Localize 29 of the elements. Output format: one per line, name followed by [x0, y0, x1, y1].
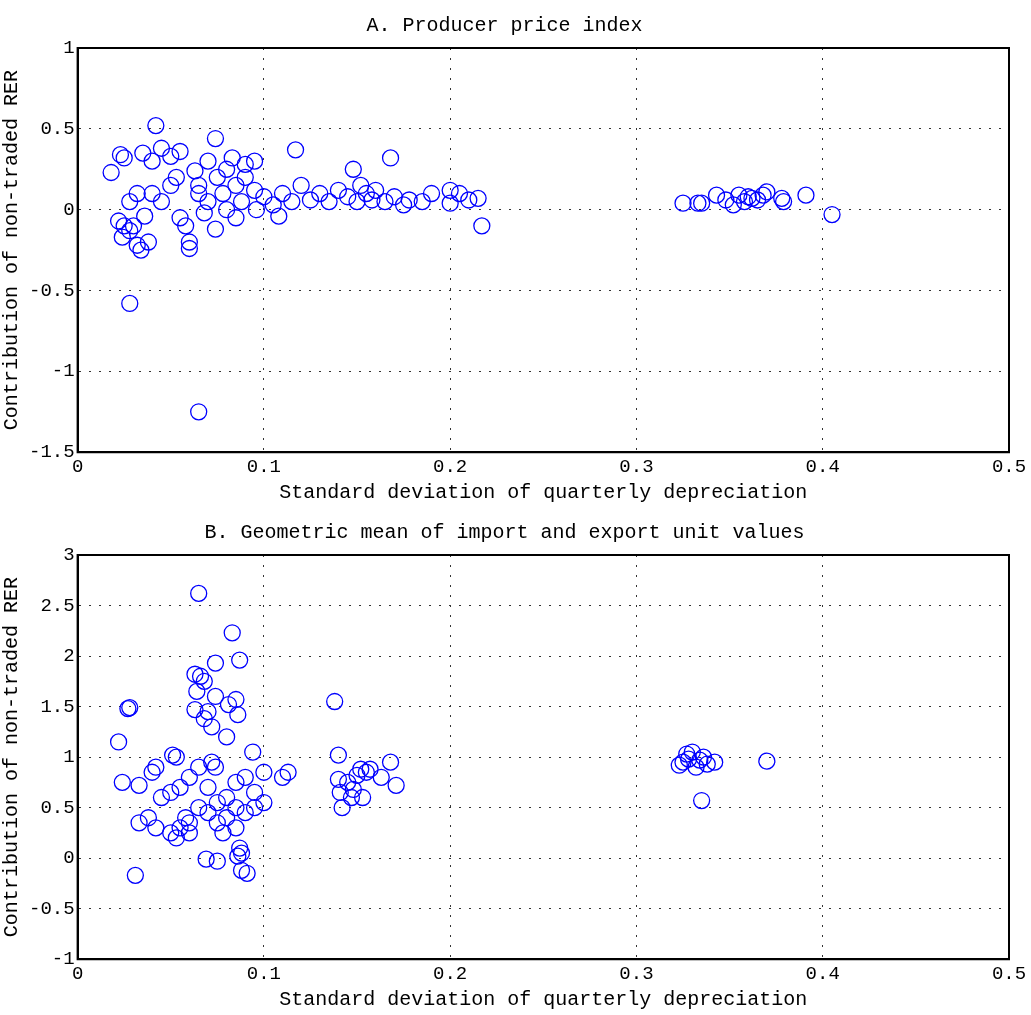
y-axis-title: Contribution of non-traded RER: [0, 70, 24, 431]
y-tick-label: 1.5: [40, 695, 75, 718]
y-axis-title: Contribution of non-traded RER: [0, 577, 24, 938]
x-tick-label: 0.1: [246, 455, 281, 478]
y-tick-label: 0: [63, 198, 75, 221]
y-tick-label: 1: [63, 746, 75, 769]
x-axis-title: Standard deviation of quarterly depreciation: [279, 481, 808, 505]
y-tick-label: 2: [63, 645, 75, 668]
y-tick-label: 2.5: [40, 594, 75, 617]
x-tick-label: 0.5: [991, 962, 1027, 985]
x-tick-label: 0.4: [805, 962, 840, 985]
chart-title: B. Geometric mean of import and export unit values: [204, 521, 805, 545]
y-tick-label: 1: [63, 37, 75, 60]
y-tick-label: -1: [51, 360, 75, 383]
x-tick-label: 0.2: [433, 455, 468, 478]
chart-title: A. Producer price index: [366, 14, 643, 38]
y-tick-label: -0.5: [29, 897, 75, 920]
x-tick-label: 0.4: [805, 455, 840, 478]
y-tick-label: 3: [63, 544, 75, 567]
x-tick-label: 0.3: [619, 455, 654, 478]
x-axis-title: Standard deviation of quarterly depreciation: [279, 988, 808, 1012]
x-tick-label: 0.1: [246, 962, 281, 985]
x-tick-label: 0.5: [991, 455, 1027, 478]
y-tick-label: 0: [63, 847, 75, 870]
x-tick-label: 0.3: [619, 962, 654, 985]
y-tick-label: 0.5: [40, 117, 75, 140]
y-tick-label: -0.5: [29, 279, 75, 302]
x-tick-label: 0.2: [433, 962, 468, 985]
y-tick-label: 0.5: [40, 796, 75, 819]
